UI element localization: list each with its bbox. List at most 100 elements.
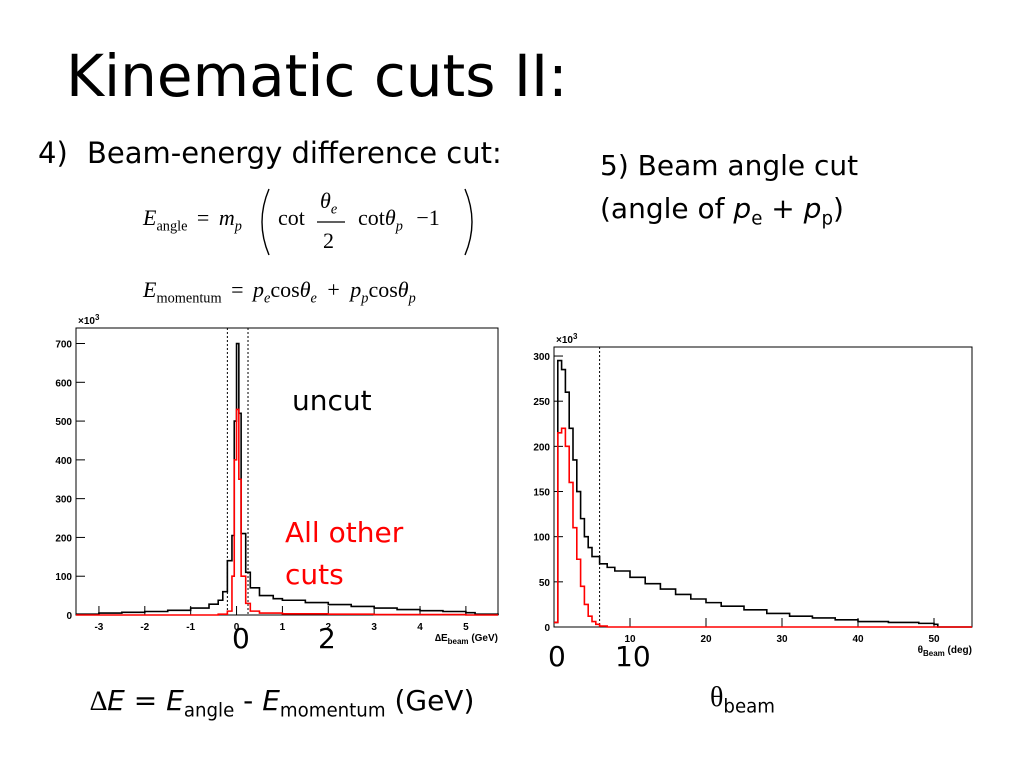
all-other-cuts-line2: cuts [285, 558, 344, 591]
eq1-theta-e: θe [320, 188, 337, 218]
eq1-lhs: E [143, 205, 157, 230]
item5-heading: 5) Beam angle cut (angle of pe + pp) [600, 144, 858, 241]
eq2-p1: p [253, 277, 264, 302]
delta-e-equals: = [124, 684, 167, 717]
eq1-cot-theta-p: cotθp −1 [358, 205, 440, 235]
delta-e-minus: - [234, 684, 263, 717]
equation-momentum: Emomentum = pecosθe + ppcosθp [143, 277, 416, 307]
y-tick-label: 200 [533, 442, 550, 453]
y-tick-label: 300 [55, 495, 72, 506]
x-tick-label: 20 [700, 634, 712, 645]
y-tick-label: 700 [55, 340, 72, 351]
x-tick-label: 40 [852, 634, 864, 645]
eq2-lhs: E [143, 277, 157, 302]
x-axis-label-sub: beam [448, 637, 469, 646]
histogram-series-uncut [76, 342, 499, 616]
y-multiplier-exponent: 3 [573, 332, 578, 341]
theta-beam-histogram: 0 50 100 150 200 250 300 10 20 30 40 50 ×103 θBeam (d… [533, 332, 973, 658]
item5-plus: + [762, 192, 804, 225]
eq2-th1-sub: e [310, 290, 317, 307]
y-tick-label: 500 [55, 417, 72, 428]
x-axis-label: ∆Ebeam (GeV) [435, 633, 498, 646]
left-paren [261, 188, 270, 256]
equation-angle: Eangle = mp [143, 205, 242, 235]
x-tick-label: -3 [94, 622, 103, 633]
eq1-m-sub: p [234, 218, 242, 235]
delta-e-E: E [107, 684, 125, 717]
item5-pe-sub: e [751, 208, 763, 230]
delta-symbol: ∆ [90, 686, 108, 717]
x-tick-label: -1 [186, 622, 195, 633]
x-axis-label-unit: (GeV) [469, 633, 498, 644]
x-tick-label: -2 [140, 622, 149, 633]
delta-e-momentum-sub: momentum [279, 700, 386, 722]
eq1-minus-one: −1 [416, 205, 440, 230]
eq1-theta-p-sub: p [395, 218, 403, 235]
plot-frame [75, 327, 499, 616]
delta-e-E3: E [262, 684, 280, 717]
item5-pre: (angle of [600, 192, 734, 225]
right-zero-label: 0 [548, 640, 566, 673]
y-tick-label: 250 [533, 397, 550, 408]
eq1-two: 2 [323, 228, 334, 253]
uncut-label: uncut [292, 384, 372, 417]
x-axis-label-sub: Beam [923, 649, 945, 658]
slide-title: Kinematic cuts II: [66, 42, 568, 110]
x-tick-label: 10 [624, 634, 636, 645]
delta-e-definition: ∆E = Eangle - Emomentum (GeV) [90, 684, 474, 722]
eq1-lhs-sub: angle [156, 218, 188, 235]
item5-close: ) [832, 192, 844, 225]
theta-beam-symbol: θ [710, 682, 724, 713]
eq2-plus: + [327, 277, 340, 302]
eq2-cos1: cos [270, 277, 300, 302]
x-tick-label: 1 [280, 622, 286, 633]
all-other-cuts-line1: All other [285, 516, 404, 549]
theta-beam-sub: beam [723, 696, 776, 718]
item5-pp-sub: p [821, 208, 833, 230]
item5-pp: p [803, 192, 822, 225]
y-tick-label: 100 [533, 533, 550, 544]
x-tick-label: 3 [371, 622, 377, 633]
delta-e-angle-sub: angle [183, 700, 235, 722]
eq2-cos2: cos [368, 277, 398, 302]
eq2-p1-sub: e [264, 290, 271, 307]
item5-pe: p [733, 192, 752, 225]
y-multiplier-exponent: 3 [95, 313, 100, 322]
left-two-label: 2 [318, 622, 336, 655]
item4-number: 4) [38, 136, 68, 170]
histogram-series-uncut [554, 359, 972, 628]
x-axis-label: θBeam (deg) [918, 645, 972, 658]
y-tick-label: 50 [539, 578, 551, 589]
y-tick-label: 100 [55, 572, 72, 583]
delta-e-histogram: 0 100 200 300 400 500 600 700 -3 -2 -1 0 1 2 3 4 5 ×103 ∆E… [55, 313, 499, 646]
right-ten-label: 10 [615, 640, 651, 673]
x-tick-label: 50 [928, 634, 940, 645]
delta-e-E2: E [166, 684, 184, 717]
eq1-theta-p: θ [384, 205, 396, 230]
x-tick-label: 5 [463, 622, 469, 633]
eq1-bracket-group [261, 188, 473, 256]
y-tick-label: 300 [533, 352, 550, 363]
y-tick-label: 200 [55, 533, 72, 544]
y-tick-label: 0 [544, 623, 550, 634]
theta-beam-label: θbeam [710, 680, 775, 718]
delta-e-unit: (GeV) [385, 684, 475, 717]
y-tick-label: 400 [55, 456, 72, 467]
y-multiplier-label: ×103 [556, 332, 578, 346]
all-other-cuts-label: All other cuts [285, 512, 403, 596]
histogram-series-cut [554, 427, 972, 628]
x-tick-label: 4 [417, 622, 423, 633]
eq2-lhs-sub: momentum [156, 290, 222, 307]
eq1-theta-e-sub: e [330, 201, 338, 218]
item4-text: Beam-energy difference cut: [86, 136, 502, 170]
item4-heading: 4) Beam-energy difference cut: [38, 136, 502, 170]
item5-line1: 5) Beam angle cut [600, 149, 859, 182]
eq1-m: m [218, 205, 235, 230]
eq1-equals: = [196, 205, 210, 230]
right-paren [464, 188, 473, 256]
left-zero-label: 0 [232, 622, 250, 655]
eq2-th1: θ [299, 277, 311, 302]
y-tick-label: 150 [533, 488, 550, 499]
eq1-cot2: cot [358, 205, 385, 230]
x-tick-label: 2 [326, 622, 332, 633]
